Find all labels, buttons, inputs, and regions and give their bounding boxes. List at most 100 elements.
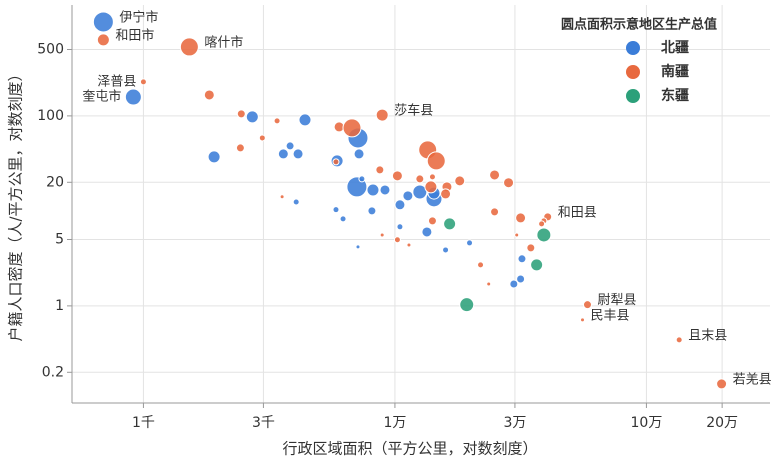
legend-label: 北疆 <box>661 40 689 56</box>
bubble <box>428 173 436 181</box>
y-axis-label: 户籍人口密度（人/平方公里，对数刻度） <box>7 66 25 341</box>
point-label: 奎屯市 <box>82 89 121 105</box>
bubble <box>530 258 544 272</box>
bubble <box>379 184 391 196</box>
bubble <box>427 216 437 226</box>
legend-label: 东疆 <box>661 87 689 104</box>
bubble <box>515 212 527 224</box>
bubble <box>203 89 215 101</box>
x-tick-label: 3千 <box>252 415 275 431</box>
bubble <box>393 236 401 244</box>
y-tick-label: 1 <box>55 298 64 314</box>
point-label: 民丰县 <box>591 308 630 323</box>
bubble <box>538 220 546 228</box>
bubble <box>443 217 457 231</box>
bubble <box>442 246 450 254</box>
legend-title: 圆点面积示意地区生产总值 <box>561 17 717 33</box>
bubble <box>277 148 289 160</box>
bubble <box>454 175 466 187</box>
point-label: 泽普县 <box>97 74 136 89</box>
bubble <box>421 226 433 238</box>
bubble <box>503 177 515 189</box>
bubble <box>396 223 404 231</box>
bubble <box>582 300 592 310</box>
bubble <box>526 243 536 253</box>
x-tick-label: 10万 <box>631 415 663 431</box>
bubble <box>355 244 361 250</box>
x-tick-label: 1千 <box>132 415 155 431</box>
bubble <box>258 134 266 142</box>
bubble <box>332 206 340 214</box>
bubble <box>486 281 492 287</box>
point-label: 和田市 <box>115 27 154 43</box>
bubble <box>375 108 389 122</box>
bubble <box>292 148 304 160</box>
bubble <box>406 242 412 248</box>
bubble <box>675 336 683 344</box>
bubble <box>375 165 385 175</box>
bubble <box>139 78 147 86</box>
bubble <box>207 150 221 164</box>
bubble <box>412 184 428 200</box>
bubble <box>366 183 380 197</box>
bubble <box>536 227 552 243</box>
point-label: 且末县 <box>688 328 727 343</box>
point-label: 喀什市 <box>204 34 243 50</box>
y-tick-label: 20 <box>46 174 64 190</box>
point-label: 尉犁县 <box>597 293 636 308</box>
bubble <box>292 198 300 206</box>
bubble <box>489 169 501 181</box>
bubble <box>358 175 366 183</box>
bubble <box>466 239 474 247</box>
legend-swatch <box>626 65 640 79</box>
bubble <box>440 188 452 200</box>
y-tick-label: 100 <box>37 108 64 124</box>
y-tick-label: 5 <box>55 231 64 247</box>
bubble <box>394 199 406 211</box>
bubble <box>514 232 520 238</box>
point-label: 伊宁市 <box>119 9 158 25</box>
bubble <box>402 190 414 202</box>
legend-label: 南疆 <box>661 63 689 80</box>
x-tick-label: 1万 <box>383 415 406 431</box>
y-tick-label: 500 <box>37 41 64 57</box>
bubble <box>179 37 199 57</box>
bubble <box>96 33 110 47</box>
bubble <box>279 194 285 200</box>
legend-swatch <box>626 89 640 103</box>
bubble <box>298 113 312 127</box>
x-tick-label: 20万 <box>706 415 738 431</box>
bubble <box>424 180 438 194</box>
bubble <box>516 274 526 284</box>
point-label: 和田县 <box>558 205 597 220</box>
bubble <box>716 378 728 390</box>
bubble <box>245 110 259 124</box>
bubble <box>415 174 425 184</box>
bubble <box>92 11 114 33</box>
bubble <box>332 158 340 166</box>
bubble <box>459 297 475 313</box>
bubble <box>235 143 245 153</box>
point-label: 若羌县 <box>733 371 772 387</box>
x-axis-label: 行政区域面积（平方公里，对数刻度） <box>282 440 537 458</box>
bubble <box>391 170 403 182</box>
bubble <box>285 141 295 151</box>
bubble <box>490 207 500 217</box>
bubble <box>509 279 519 289</box>
bubble <box>477 261 485 269</box>
bubble <box>236 109 246 119</box>
bubble <box>124 88 142 106</box>
bubble <box>580 317 586 323</box>
bubble <box>379 232 385 238</box>
bubble <box>367 206 377 216</box>
bubble <box>339 215 347 223</box>
bubble <box>273 117 281 125</box>
point-label: 莎车县 <box>394 103 433 119</box>
bubble <box>353 148 365 160</box>
bubble <box>517 254 527 264</box>
bubble <box>426 151 446 171</box>
x-tick-label: 3万 <box>503 415 526 431</box>
y-tick-label: 0.2 <box>42 364 64 380</box>
bubble <box>342 118 362 138</box>
